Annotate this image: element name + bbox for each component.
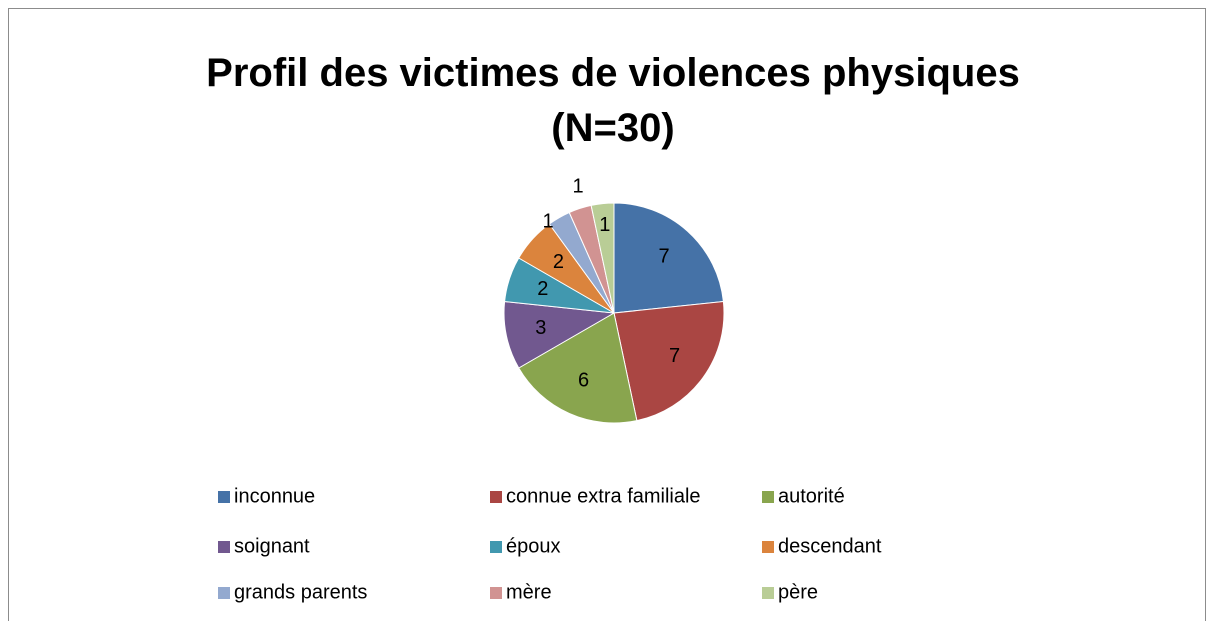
legend-swatch [762, 541, 774, 553]
legend-swatch [218, 587, 230, 599]
legend-label: époux [506, 535, 561, 557]
pie-slice [590, 202, 615, 314]
legend-label: inconnue [234, 485, 315, 507]
data-label: 1 [599, 214, 610, 236]
legend-label: mère [506, 581, 552, 603]
pie-slice [613, 300, 725, 422]
chart-frame [8, 8, 1206, 621]
legend-label: connue extra familiale [506, 485, 701, 507]
data-label: 3 [535, 317, 546, 339]
pie-slice [518, 312, 638, 424]
legend-swatch [762, 491, 774, 503]
legend-label: autorité [778, 485, 845, 507]
legend-swatch [762, 587, 774, 599]
data-label: 6 [578, 370, 589, 392]
legend-swatch [218, 541, 230, 553]
legend-label: grands parents [234, 581, 367, 603]
legend-swatch [218, 491, 230, 503]
data-label: 1 [572, 175, 583, 197]
legend-swatch [490, 491, 502, 503]
data-label: 7 [658, 246, 669, 268]
legend-label: soignant [234, 535, 310, 557]
data-label: 1 [542, 210, 553, 232]
data-label: 7 [669, 345, 680, 367]
chart-title: Profil des victimes de violences physiqu… [206, 51, 1020, 150]
legend-swatch [490, 541, 502, 553]
legend-swatch [490, 587, 502, 599]
data-label: 2 [537, 278, 548, 300]
data-label: 2 [553, 251, 564, 273]
pie-slice [613, 202, 724, 314]
legend-label: père [778, 581, 818, 603]
title-line: Profil des victimes de violences physiqu… [206, 51, 1020, 95]
legend-label: descendant [778, 535, 882, 557]
title-line: (N=30) [551, 106, 674, 150]
